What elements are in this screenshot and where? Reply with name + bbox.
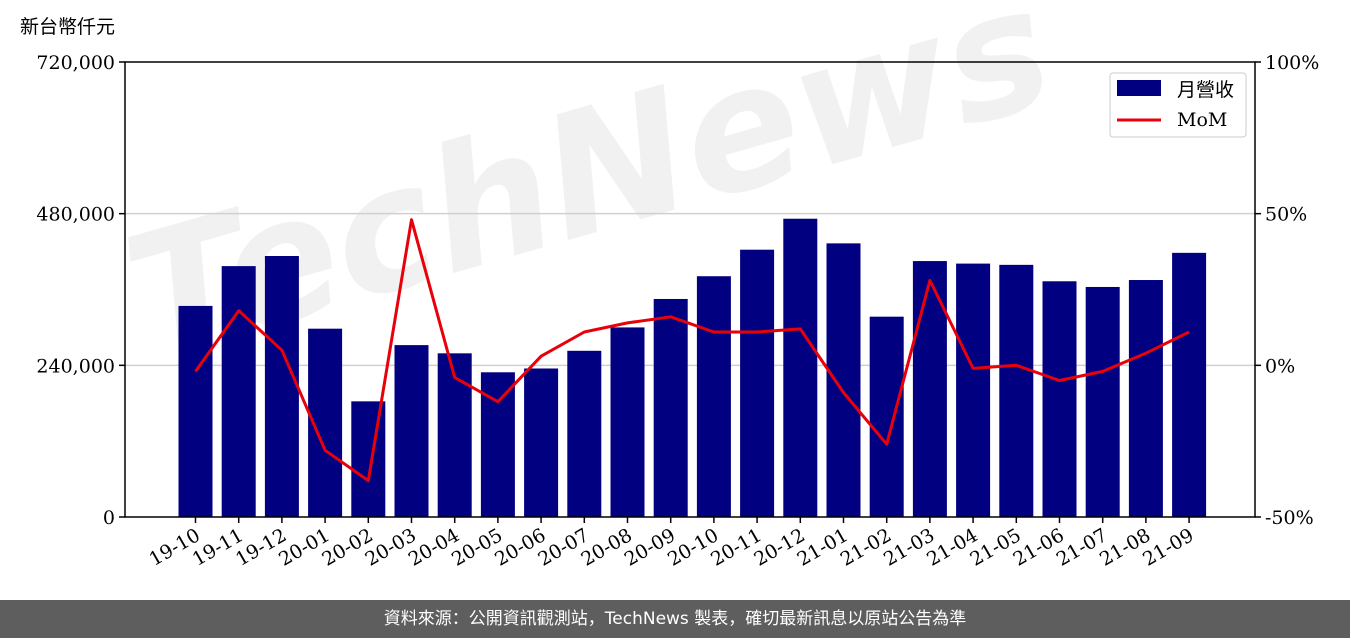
bar-21-04 [956, 263, 991, 517]
bar-21-03 [912, 261, 947, 517]
bar-20-04 [437, 353, 472, 517]
bar-20-06 [524, 368, 559, 517]
bar-20-10 [696, 276, 731, 517]
bar-20-08 [610, 327, 645, 517]
y-axis-left-label: 新台幣仟元 [20, 16, 115, 38]
bar-19-10 [178, 305, 213, 517]
x-tick-label: 21-09 [1139, 524, 1197, 570]
bar-19-12 [264, 256, 299, 517]
bar-21-07 [1085, 286, 1120, 517]
y-right-tick-label: 0% [1265, 355, 1295, 377]
bar-20-02 [351, 401, 386, 517]
y-left-tick-label: 720,000 [36, 52, 115, 74]
legend-swatch-bar [1117, 80, 1161, 96]
plot-frame [124, 61, 1256, 518]
chart: TechNews 0240,000480,000720,000-50%0%50%… [20, 0, 1319, 571]
source-footer: 資料來源：公開資訊觀測站，TechNews 製表，確切最新訊息以原站公告為準 [0, 600, 1350, 638]
bar-21-02 [869, 316, 904, 517]
y-right-tick-label: 50% [1265, 204, 1307, 226]
bar-21-01 [826, 243, 861, 518]
legend-label-bar: 月營收 [1177, 79, 1234, 101]
bar-20-11 [740, 249, 775, 517]
bar-21-08 [1128, 280, 1163, 517]
bar-21-09 [1172, 252, 1207, 517]
legend-label-line: MoM [1177, 109, 1227, 131]
y-right-tick-label: 100% [1265, 52, 1319, 74]
y-right-tick-label: -50% [1265, 507, 1314, 529]
series-line-mom [194, 218, 1190, 483]
y-left-tick-label: 480,000 [36, 204, 115, 226]
y-left-tick-label: 240,000 [36, 355, 115, 377]
bar-21-06 [1042, 281, 1077, 517]
bar-20-03 [394, 345, 429, 517]
bar-19-11 [221, 266, 256, 517]
bar-20-12 [783, 218, 818, 517]
bar-20-07 [567, 350, 602, 517]
bar-20-09 [653, 298, 688, 517]
bar-21-05 [999, 264, 1034, 517]
y-left-tick-label: 0 [103, 507, 115, 529]
